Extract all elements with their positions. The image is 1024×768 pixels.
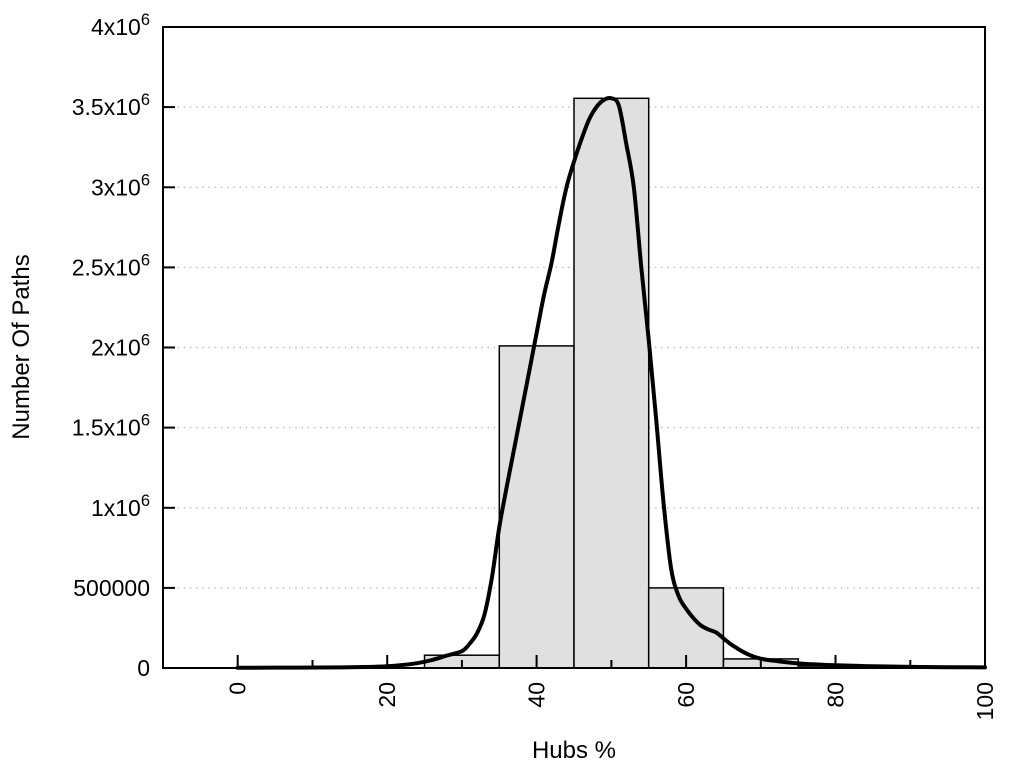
x-tick-label: 100 xyxy=(972,682,998,720)
x-axis-title: Hubs % xyxy=(531,737,617,764)
x-tick-label: 80 xyxy=(823,682,849,708)
y-tick-label: 0 xyxy=(137,655,150,681)
y-tick-label: 500000 xyxy=(73,575,150,601)
y-tick-label: 2.5x106 xyxy=(72,251,150,280)
y-tick-label: 4x106 xyxy=(91,11,150,40)
x-tick-label: 20 xyxy=(374,682,400,708)
histogram-bar xyxy=(573,97,650,669)
y-tick-label: 3.5x106 xyxy=(72,91,150,120)
x-tick-label: 40 xyxy=(524,682,550,708)
x-tick-label: 0 xyxy=(225,682,251,695)
y-tick-label: 1x106 xyxy=(91,492,150,521)
y-tick-label: 3x106 xyxy=(91,171,150,200)
fit-curve xyxy=(235,95,987,670)
histogram-bar xyxy=(498,345,575,669)
y-tick-label: 1.5x106 xyxy=(72,412,150,441)
x-tick-label: 60 xyxy=(673,682,699,708)
y-axis-title: Number Of Paths xyxy=(8,254,35,440)
y-tick-label: 2x106 xyxy=(91,332,150,361)
